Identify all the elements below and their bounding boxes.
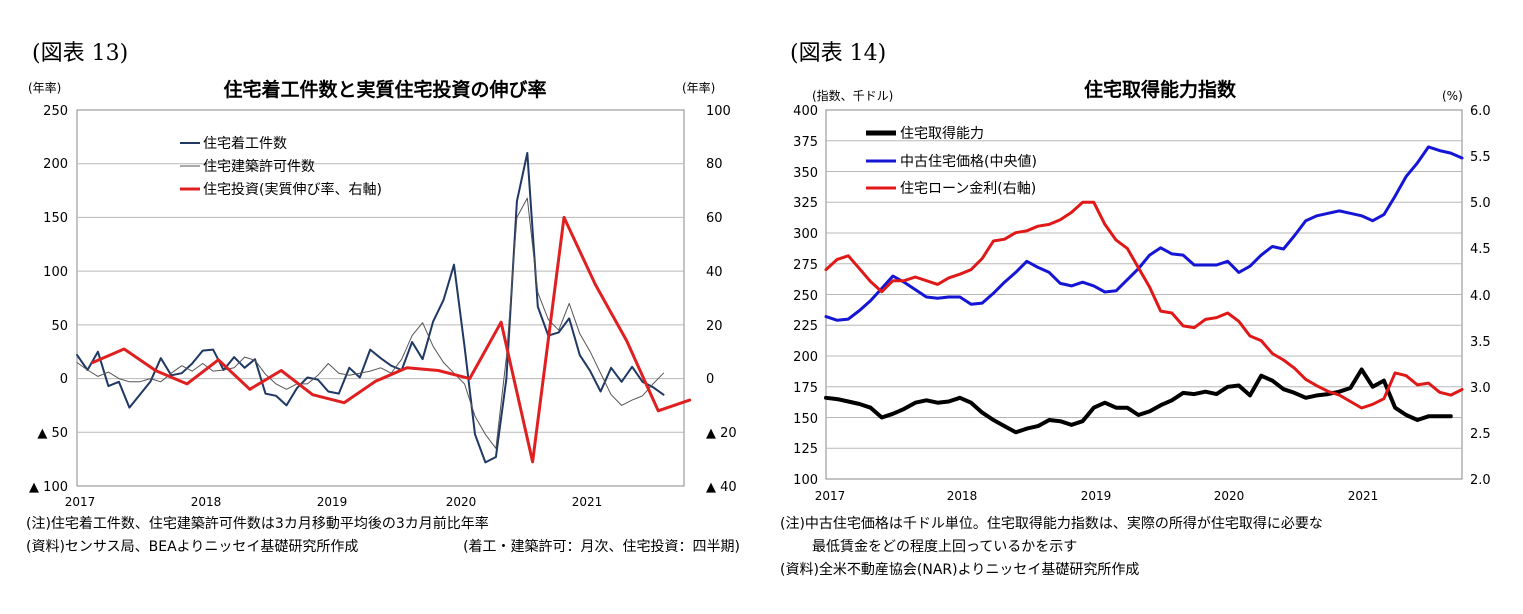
chart14-left-tick: 100 — [793, 473, 818, 488]
chart14-left-tick: 350 — [793, 166, 818, 181]
chart14-right-tick: 3.0 — [1470, 381, 1491, 396]
chart13-left-unit: (年率) — [28, 80, 61, 95]
chart13-right-tick: 0 — [706, 372, 714, 387]
chart14-left-tick: 175 — [793, 381, 818, 396]
chart14-x-ticks: 2017 2018 2019 2020 2021 — [815, 489, 1379, 503]
chart13-right-tick: ▲ 40 — [706, 480, 737, 495]
chart14-x-tick: 2021 — [1348, 489, 1379, 503]
chart14-left-unit: (指数、千ドル) — [812, 88, 893, 103]
chart14-right-unit: (%) — [1442, 89, 1463, 103]
chart14-right-tick: 2.0 — [1470, 473, 1491, 488]
chart14-legend: 住宅取得能力 中古住宅価格(中央値) 住宅ローン金利(右軸) — [866, 125, 1037, 197]
chart13-right-tick: 80 — [706, 157, 723, 172]
chart13-plot-frame — [76, 109, 685, 487]
chart13-source: (資料)センサス局、BEAよりニッセイ基礎研究所作成 — [26, 538, 358, 555]
chart14-left-tick: 125 — [793, 442, 818, 457]
chart13-left-tick: 200 — [43, 157, 68, 172]
chart13-right-tick: 40 — [706, 265, 723, 280]
housing-starts-line — [76, 152, 665, 464]
chart14-x-tick: 2019 — [1081, 489, 1112, 503]
chart13-right-tick: ▲ 20 — [706, 426, 737, 441]
chart13-right-ticks: 100 80 60 40 20 0 ▲ 20 ▲ 40 — [706, 104, 737, 495]
chart13-series — [76, 152, 692, 464]
chart13-note: (注)住宅着工件数、住宅建築許可件数は3カ月移動平均後の3カ月前比年率 — [26, 515, 489, 532]
chart13-left-tick: 250 — [43, 104, 68, 119]
chart13-x-tick: 2017 — [65, 495, 96, 509]
chart14-right-tick: 4.5 — [1470, 242, 1491, 257]
chart13-left-tick: 100 — [43, 265, 68, 280]
affordability-index-line — [824, 367, 1453, 435]
chart14-x-tick: 2018 — [947, 489, 978, 503]
chart14-x-tick: 2020 — [1214, 489, 1245, 503]
chart14-left-tick: 150 — [793, 412, 818, 427]
chart13-left-tick: ▲ 100 — [29, 480, 68, 495]
legend-label-mortgage-rate: 住宅ローン金利(右軸) — [900, 181, 1036, 197]
chart14-right-tick: 3.5 — [1470, 335, 1491, 350]
chart14-right-tick: 6.0 — [1470, 104, 1491, 119]
chart13-left-tick: 150 — [43, 211, 68, 226]
chart13-x-tick: 2020 — [446, 495, 477, 509]
chart14-left-ticks: 400 375 350 325 300 275 250 225 200 175 … — [793, 104, 818, 488]
residential-investment-line — [91, 215, 692, 464]
chart14-left-tick: 325 — [793, 196, 818, 211]
chart14-note: (注)中古住宅価格は千ドル単位。住宅取得能力指数は、実際の所得が住宅取得に必要な — [780, 515, 1323, 532]
chart13-right-tick: 100 — [706, 104, 731, 119]
chart14-series — [824, 145, 1464, 435]
legend-label-building-permits: 住宅建築許可件数 — [203, 159, 315, 175]
chart13-x-ticks: 2017 2018 2019 2020 2021 — [65, 495, 603, 509]
chart14-x-tick: 2017 — [815, 489, 846, 503]
chart14-gridlines — [826, 140, 1462, 449]
chart13-title: 住宅着工件数と実質住宅投資の伸び率 — [223, 78, 546, 101]
chart13-left-tick: ▲ 50 — [37, 426, 68, 441]
existing-home-price-line — [824, 145, 1464, 322]
chart13-legend: 住宅着工件数 住宅建築許可件数 住宅投資(実質伸び率、右軸) — [180, 136, 382, 198]
chart14-right-tick: 5.5 — [1470, 150, 1491, 165]
chart13-left-tick: 0 — [60, 372, 68, 387]
chart14-right-tick: 2.5 — [1470, 427, 1491, 442]
chart14-right-tick: 5.0 — [1470, 196, 1491, 211]
chart13-left-tick: 50 — [51, 319, 68, 334]
legend-label-affordability: 住宅取得能力 — [900, 125, 984, 142]
chart13-gridlines — [77, 163, 684, 433]
chart14-left-tick: 400 — [793, 104, 818, 119]
chart13-figure-label: (図表 13) — [32, 41, 128, 66]
legend-label-housing-starts: 住宅着工件数 — [203, 136, 287, 152]
chart13-x-tick: 2021 — [572, 495, 603, 509]
chart14-right-ticks: 6.0 5.5 5.0 4.5 4.0 3.5 3.0 2.5 2.0 — [1470, 104, 1491, 488]
chart14-left-tick: 375 — [793, 135, 818, 150]
chart13-x-tick: 2019 — [317, 495, 348, 509]
chart-14: (図表 14) 住宅取得能力指数 (指数、千ドル) (%) 400 375 35… — [780, 41, 1491, 578]
legend-label-existing-home-price: 中古住宅価格(中央値) — [900, 154, 1037, 170]
chart13-right-unit: (年率) — [682, 80, 715, 95]
chart13-frequency-note: (着工・建築許可：月次、住宅投資：四半期) — [463, 539, 740, 555]
chart14-left-tick: 225 — [793, 319, 818, 334]
chart13-right-tick: 60 — [706, 211, 723, 226]
mortgage-rate-line — [824, 200, 1464, 410]
chart-13: (図表 13) 住宅着工件数と実質住宅投資の伸び率 (年率) (年率) 250 … — [26, 41, 740, 555]
chart14-figure-label: (図表 14) — [790, 41, 886, 66]
legend-label-residential-investment: 住宅投資(実質伸び率、右軸) — [203, 181, 382, 198]
chart14-source: (資料)全米不動産協会(NAR)よりニッセイ基礎研究所作成 — [780, 561, 1139, 578]
chart14-title: 住宅取得能力指数 — [1084, 78, 1237, 101]
chart13-x-tick: 2018 — [191, 495, 222, 509]
building-permits-line — [76, 197, 664, 449]
chart14-right-tick: 4.0 — [1470, 289, 1491, 304]
chart14-note-continued: 最低賃金をどの程度上回っているかを示す — [812, 539, 1077, 555]
chart13-right-tick: 20 — [706, 319, 723, 334]
chart14-left-tick: 300 — [793, 227, 818, 242]
chart13-left-ticks: 250 200 150 100 50 0 ▲ 50 ▲ 100 — [29, 104, 68, 495]
chart14-left-tick: 200 — [793, 350, 818, 365]
chart14-left-tick: 275 — [793, 258, 818, 273]
chart14-left-tick: 250 — [793, 289, 818, 304]
